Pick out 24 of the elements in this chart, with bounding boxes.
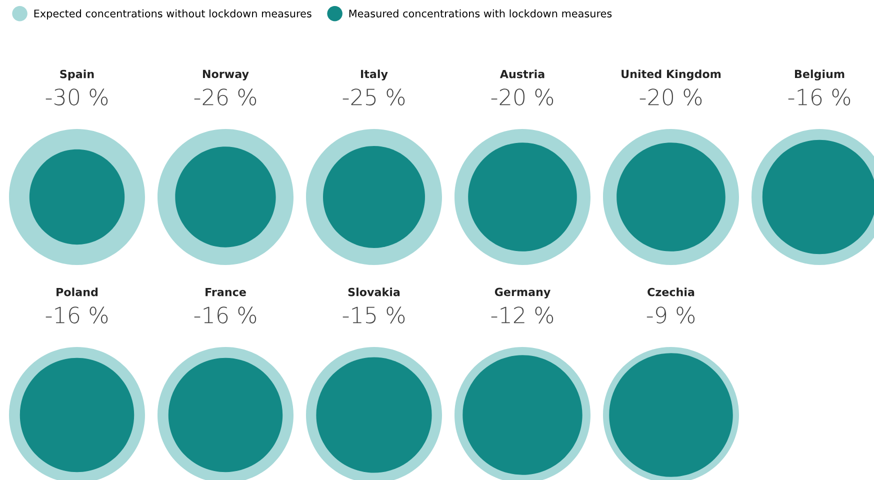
category-label: Spain <box>60 70 94 80</box>
category-label: France <box>206 288 246 296</box>
category-label: Slovakia <box>348 288 400 296</box>
data-label: -16 % <box>788 88 850 106</box>
category-label: United Kingdom <box>622 70 721 80</box>
data-label: -16 % <box>194 306 256 324</box>
category-label: Poland <box>56 288 98 296</box>
data-label: -20 % <box>640 88 702 106</box>
category-label: Austria <box>500 70 544 78</box>
data-label: -26 % <box>194 88 256 106</box>
category-label: Norway <box>202 70 249 80</box>
legend-label: Measured concentrations with lockdown measures <box>349 9 612 18</box>
category-label: Germany <box>494 288 550 298</box>
category-label: Italy <box>361 70 388 80</box>
legend-label: Expected concentrations without lockdown measures <box>34 9 312 20</box>
data-label: -16 % <box>46 306 108 324</box>
data-label: -30 % <box>46 88 108 106</box>
category-label: Belgium <box>794 70 844 80</box>
data-label: -25 % <box>342 88 405 106</box>
data-label: -12 % <box>491 306 554 324</box>
data-label: -9 % <box>646 306 695 324</box>
data-label: -20 % <box>491 88 554 106</box>
category-label: Czechia <box>648 288 694 296</box>
data-label: -15 % <box>342 306 405 324</box>
